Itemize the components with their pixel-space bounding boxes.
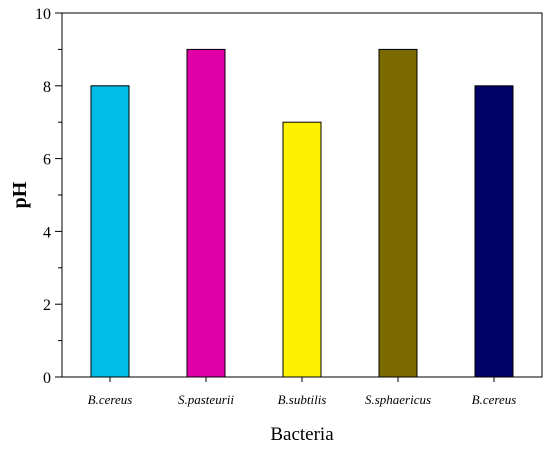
y-tick-label-6: 6 bbox=[43, 152, 51, 169]
y-tick-label-2: 2 bbox=[43, 297, 51, 314]
bar-4 bbox=[474, 85, 514, 378]
y-axis-title: pH bbox=[9, 181, 31, 208]
bars-group bbox=[90, 48, 514, 378]
plot-frame bbox=[61, 12, 543, 378]
y-axis: 0 2 4 6 8 10 bbox=[35, 6, 62, 387]
y-tick-label-8: 8 bbox=[43, 79, 51, 96]
x-tick-label-4: B.cereus bbox=[472, 392, 517, 407]
y-tick-label-0: 0 bbox=[43, 370, 51, 387]
x-tick-label-3: S.sphaericus bbox=[365, 392, 431, 407]
x-tick-label-1: S.pasteurii bbox=[178, 392, 234, 407]
x-tick-label-2: B.subtilis bbox=[278, 392, 327, 407]
y-tick-label-10: 10 bbox=[35, 6, 51, 23]
bar-3 bbox=[378, 48, 418, 378]
bar-0 bbox=[90, 85, 130, 378]
x-axis-title: Bacteria bbox=[270, 424, 334, 445]
bar-1 bbox=[186, 48, 226, 378]
x-tick-label-0: B.cereus bbox=[88, 392, 133, 407]
y-tick-label-4: 4 bbox=[43, 224, 51, 241]
x-axis: B.cereus S.pasteurii B.subtilis S.sphaericu… bbox=[88, 377, 517, 407]
bar-2 bbox=[282, 121, 322, 378]
